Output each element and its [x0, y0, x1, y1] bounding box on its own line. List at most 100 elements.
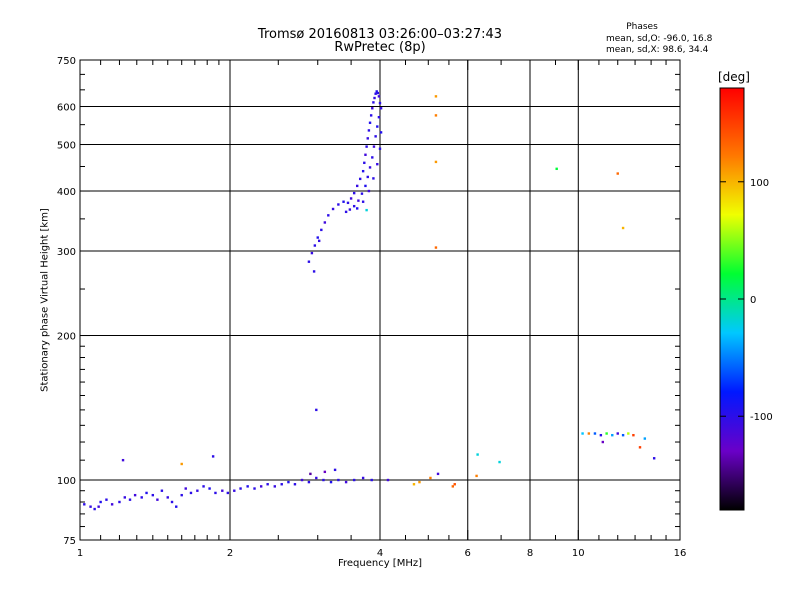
data-point: [307, 480, 311, 484]
data-point: [344, 210, 348, 214]
y-tick-label: 100: [57, 476, 76, 487]
data-point: [331, 207, 335, 211]
x-tick-label: 8: [527, 548, 533, 559]
data-point: [352, 191, 356, 195]
phases-title: Phases: [626, 22, 658, 32]
data-point: [365, 145, 368, 148]
y-tick-label: 750: [57, 56, 76, 67]
colorbar-tick-label: 100: [750, 178, 769, 189]
data-point: [233, 489, 236, 492]
data-point: [372, 101, 375, 104]
data-point: [364, 184, 367, 188]
data-point: [189, 491, 193, 495]
data-point: [436, 472, 440, 476]
data-point: [273, 485, 276, 488]
data-point: [313, 244, 317, 247]
data-point: [616, 432, 619, 435]
data-point: [638, 446, 642, 449]
data-point: [587, 432, 591, 435]
data-point: [377, 95, 381, 98]
data-point: [361, 476, 365, 480]
data-point: [280, 483, 283, 486]
data-point: [307, 260, 311, 263]
data-point: [89, 505, 92, 508]
data-point: [368, 121, 372, 124]
data-point: [287, 480, 290, 484]
x-tick-label: 4: [377, 548, 383, 559]
data-point: [360, 192, 364, 195]
data-point: [323, 470, 327, 474]
data-point: [621, 226, 625, 230]
data-point: [327, 214, 330, 217]
x-tick-label: 1: [77, 548, 83, 559]
data-point: [97, 505, 100, 508]
data-point: [333, 468, 337, 472]
data-point: [601, 440, 605, 444]
data-point: [434, 114, 438, 117]
y-tick-label: 600: [57, 103, 76, 114]
data-point: [202, 485, 205, 488]
colorbar-label: [deg]: [718, 70, 750, 84]
data-point: [266, 483, 269, 486]
data-point: [337, 478, 340, 482]
data-point: [581, 432, 584, 435]
data-point: [196, 489, 199, 492]
data-point: [156, 498, 159, 501]
data-point: [180, 493, 183, 497]
x-axis-label: Frequency [MHz]: [337, 558, 423, 569]
data-point: [121, 458, 125, 462]
data-point: [372, 177, 375, 180]
data-point: [621, 433, 625, 437]
data-point: [364, 153, 367, 156]
phases-x-mode: mean, sd,X: 98.6, 34.4: [606, 45, 709, 55]
data-point: [344, 480, 348, 484]
colorbar-tick-label: -100: [750, 412, 773, 423]
data-point: [184, 487, 187, 490]
y-tick-label: 200: [57, 332, 76, 343]
data-point: [368, 166, 372, 169]
data-point: [253, 487, 256, 490]
plot-frame: [79, 59, 681, 541]
data-point: [372, 145, 376, 148]
data-point: [498, 460, 501, 464]
data-point: [214, 491, 217, 495]
colorbar-tick-label: 0: [750, 295, 756, 306]
data-point: [342, 200, 345, 203]
data-point: [352, 478, 356, 482]
data-point: [611, 433, 614, 437]
data-point: [312, 270, 316, 273]
data-point: [386, 478, 390, 482]
data-point: [429, 476, 432, 480]
data-point: [309, 472, 312, 476]
data-point: [367, 129, 371, 132]
data-point: [365, 208, 368, 212]
data-point: [476, 453, 479, 456]
data-point: [355, 184, 359, 188]
data-point: [434, 95, 438, 98]
data-point: [145, 491, 148, 495]
data-point: [377, 116, 381, 119]
x-tick-label: 16: [674, 548, 687, 559]
data-point: [323, 221, 327, 224]
data-point: [352, 204, 356, 208]
data-point: [293, 483, 297, 486]
data-point: [355, 207, 359, 210]
data-point: [180, 462, 183, 466]
data-point: [366, 175, 369, 179]
data-point: [367, 189, 371, 193]
data-point: [99, 500, 102, 504]
data-point: [105, 498, 108, 501]
data-point: [379, 107, 383, 110]
data-point: [315, 408, 318, 412]
data-point: [300, 478, 304, 482]
data-point: [378, 147, 382, 150]
data-point: [337, 203, 340, 206]
data-point: [221, 489, 224, 492]
x-tick-label: 10: [572, 548, 585, 559]
data-point: [93, 507, 96, 511]
data-point: [329, 480, 333, 484]
grid: [80, 60, 680, 540]
chart-subtitle: RwPretec (8p): [334, 40, 426, 55]
data-point: [370, 478, 373, 482]
